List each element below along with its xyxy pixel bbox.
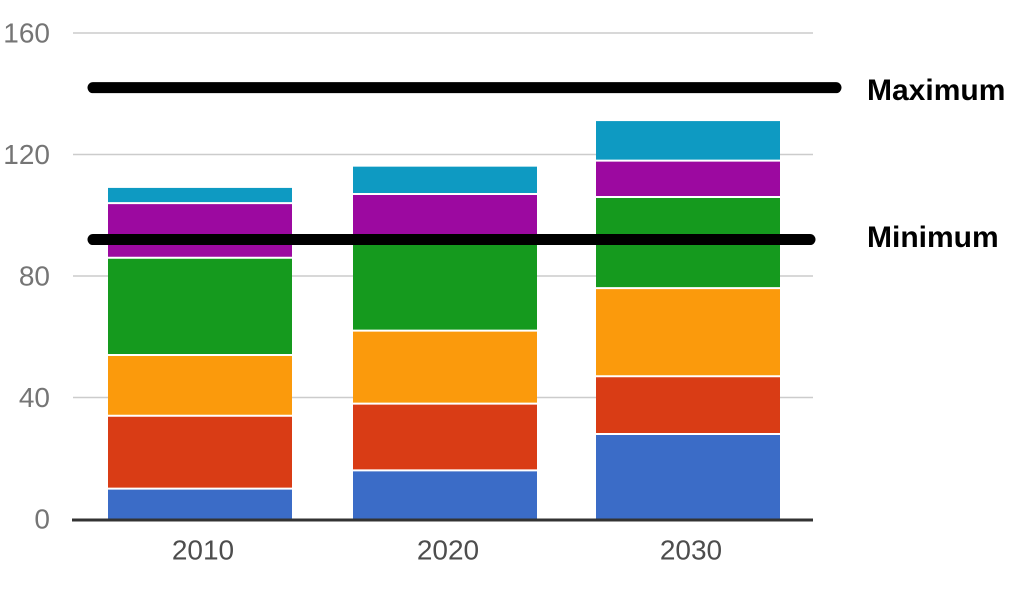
- bar-segment-orange-2030[interactable]: [596, 288, 780, 377]
- x-axis-category-label-2030: 2030: [660, 535, 722, 566]
- y-axis-tick-label: 40: [19, 382, 50, 413]
- bar-segment-green-2010[interactable]: [108, 257, 292, 355]
- bar-segment-blue-2030[interactable]: [596, 433, 780, 519]
- bar-segment-blue-2010[interactable]: [108, 488, 292, 519]
- bar-segment-cyan-2030[interactable]: [596, 121, 780, 161]
- x-axis-category-label-2020: 2020: [417, 535, 479, 566]
- bar-segment-purple-2010[interactable]: [108, 203, 292, 258]
- x-axis-category-label-2010: 2010: [172, 535, 234, 566]
- bar-segment-cyan-2020[interactable]: [353, 166, 537, 194]
- bar-segment-red-2020[interactable]: [353, 403, 537, 471]
- bar-segment-cyan-2010[interactable]: [108, 187, 292, 204]
- y-axis-tick-label: 120: [3, 139, 50, 170]
- bar-segment-purple-2030[interactable]: [596, 160, 780, 198]
- bar-segment-blue-2020[interactable]: [353, 470, 537, 519]
- y-axis-tick-label: 80: [19, 261, 50, 292]
- minimum-label: Minimum: [867, 221, 999, 254]
- bar-segment-red-2010[interactable]: [108, 415, 292, 489]
- bar-segment-red-2030[interactable]: [596, 376, 780, 434]
- bar-segment-orange-2010[interactable]: [108, 354, 292, 416]
- bar-segment-orange-2020[interactable]: [353, 330, 537, 404]
- y-axis-tick-label: 0: [34, 504, 50, 535]
- bar-segment-purple-2020[interactable]: [353, 193, 537, 240]
- bar-segment-green-2020[interactable]: [353, 239, 537, 331]
- maximum-label: Maximum: [867, 74, 1005, 107]
- y-axis-tick-label: 160: [3, 18, 50, 49]
